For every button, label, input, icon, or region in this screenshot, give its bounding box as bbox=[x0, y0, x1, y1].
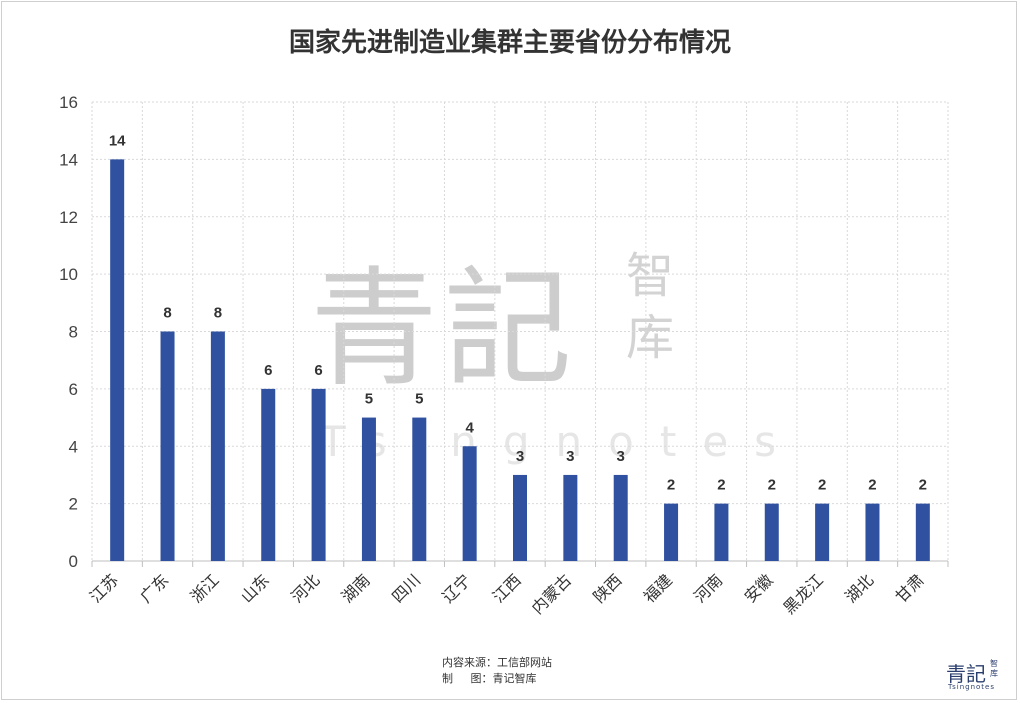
bar bbox=[764, 503, 779, 561]
category-label: 广东 bbox=[136, 570, 172, 606]
category-label: 河南 bbox=[690, 570, 726, 606]
watermark-side-text: 智库 bbox=[625, 248, 674, 366]
data-label: 6 bbox=[264, 362, 272, 379]
data-label: 3 bbox=[566, 448, 574, 465]
category-label: 内蒙古 bbox=[528, 570, 575, 617]
logo-main-text: 青記 bbox=[946, 662, 986, 686]
y-tick-label: 10 bbox=[59, 265, 78, 284]
category-label: 江苏 bbox=[86, 570, 122, 606]
source-note: 内容来源：工信部网站 bbox=[442, 656, 552, 669]
y-tick-label: 12 bbox=[59, 208, 78, 227]
watermark-latin-text: Tsingnotes bbox=[320, 417, 803, 466]
category-label: 福建 bbox=[640, 570, 676, 606]
y-tick-label: 14 bbox=[59, 150, 78, 169]
category-label: 四川 bbox=[388, 570, 424, 606]
y-tick-label: 4 bbox=[69, 437, 78, 456]
category-label: 山东 bbox=[237, 570, 273, 606]
category-label: 浙江 bbox=[187, 570, 223, 606]
bar bbox=[110, 159, 125, 561]
data-label: 2 bbox=[768, 477, 776, 494]
data-label: 14 bbox=[109, 132, 126, 149]
brand-logo: 青記 智库 Tsingnotes bbox=[946, 658, 1006, 694]
y-tick-label: 16 bbox=[59, 93, 78, 112]
data-label: 3 bbox=[516, 448, 524, 465]
data-label: 2 bbox=[919, 477, 927, 494]
data-label: 2 bbox=[868, 477, 876, 494]
bar bbox=[865, 503, 880, 561]
y-tick-label: 2 bbox=[69, 495, 78, 514]
y-tick-label: 8 bbox=[69, 323, 78, 342]
bar bbox=[261, 388, 276, 561]
data-label: 2 bbox=[717, 477, 725, 494]
bar bbox=[613, 474, 628, 561]
logo-latin-text: Tsingnotes bbox=[948, 683, 996, 691]
watermark: 青記 智库 Tsingnotes bbox=[300, 225, 776, 475]
data-label: 6 bbox=[314, 362, 322, 379]
data-label: 4 bbox=[465, 419, 474, 436]
category-label: 湖南 bbox=[338, 570, 374, 606]
category-label: 安徽 bbox=[741, 570, 777, 606]
bar bbox=[664, 503, 679, 561]
bar bbox=[513, 474, 527, 561]
data-label: 5 bbox=[365, 391, 373, 408]
bar bbox=[563, 474, 578, 561]
bar bbox=[714, 503, 729, 561]
data-label: 2 bbox=[667, 477, 675, 494]
data-label: 5 bbox=[415, 391, 423, 408]
data-label: 8 bbox=[214, 305, 222, 322]
y-tick-label: 6 bbox=[69, 380, 78, 399]
bar bbox=[915, 503, 930, 561]
category-label: 甘肃 bbox=[892, 570, 928, 606]
bar bbox=[160, 331, 175, 561]
logo-side-text: 智库 bbox=[990, 659, 998, 678]
data-label: 8 bbox=[163, 305, 171, 322]
footer: 内容来源：工信部网站 制 图：青记智库 bbox=[442, 655, 552, 687]
chart-title: 国家先进制造业集群主要省份分布情况 bbox=[288, 28, 731, 58]
category-label: 辽宁 bbox=[438, 570, 474, 606]
y-tick-label: 0 bbox=[69, 552, 78, 571]
category-label: 湖北 bbox=[841, 570, 877, 606]
data-label: 2 bbox=[818, 477, 826, 494]
category-label: 陕西 bbox=[589, 570, 625, 606]
watermark-main-text: 青記 bbox=[310, 255, 579, 404]
bar bbox=[815, 503, 830, 561]
bar bbox=[462, 446, 477, 561]
bar bbox=[311, 388, 326, 561]
bar bbox=[210, 331, 225, 561]
maker-note: 制 图：青记智库 bbox=[442, 672, 537, 685]
data-label: 3 bbox=[617, 448, 625, 465]
category-label: 河北 bbox=[287, 570, 323, 606]
category-label: 江西 bbox=[489, 570, 525, 606]
bar bbox=[361, 417, 376, 561]
category-label: 黑龙江 bbox=[780, 570, 827, 617]
bar bbox=[412, 417, 427, 561]
